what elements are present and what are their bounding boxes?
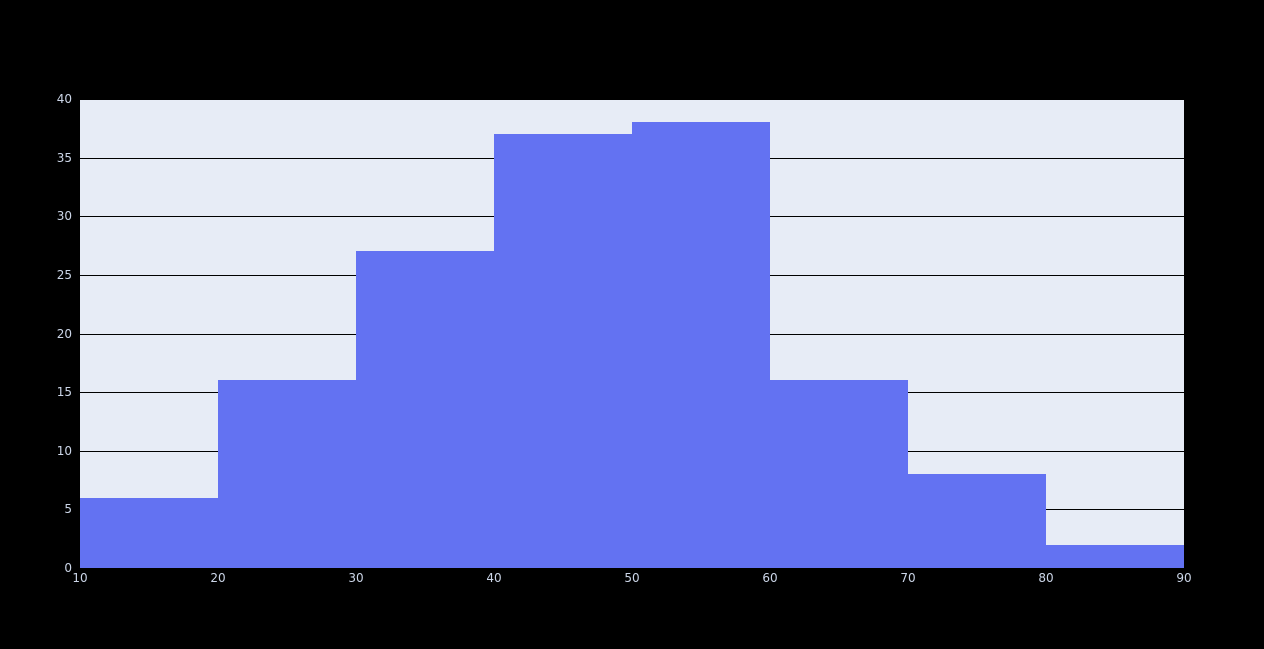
x-axis-tick-labels: 10 20 30 40 50 60 70 80 90 <box>72 568 1191 588</box>
horizontal-gridline <box>80 99 1184 100</box>
y-tick-label: 20 <box>56 326 72 341</box>
y-tick-label: 35 <box>56 150 72 165</box>
y-tick-label: 0 <box>64 561 72 575</box>
y-tick-label: 15 <box>56 385 72 400</box>
x-tick-label: 50 <box>624 571 640 585</box>
y-tick-label: 25 <box>56 267 72 282</box>
plot-area <box>80 99 1184 568</box>
x-tick-label: 20 <box>210 571 226 585</box>
y-tick-label: 30 <box>56 209 72 224</box>
x-tick-label: 90 <box>1176 571 1192 585</box>
x-tick-label: 10 <box>72 571 88 585</box>
y-tick-label: 40 <box>56 92 72 106</box>
histogram-bar <box>356 251 494 568</box>
histogram-bar <box>770 380 908 568</box>
histogram-bar <box>494 134 632 568</box>
x-tick-label: 30 <box>348 571 364 585</box>
y-tick-label: 5 <box>64 502 72 517</box>
y-axis-tick-labels: 0 5 10 15 20 25 30 35 40 <box>0 92 76 575</box>
histogram-bar <box>908 474 1046 568</box>
x-tick-label: 80 <box>1038 571 1054 585</box>
x-tick-label: 60 <box>762 571 778 585</box>
histogram-bar <box>80 497 218 568</box>
x-tick-label: 40 <box>486 571 502 585</box>
histogram-bar <box>1046 544 1184 568</box>
histogram-bar <box>218 380 356 568</box>
x-tick-label: 70 <box>900 571 916 585</box>
histogram-bar <box>632 122 770 568</box>
y-tick-label: 10 <box>56 443 72 458</box>
